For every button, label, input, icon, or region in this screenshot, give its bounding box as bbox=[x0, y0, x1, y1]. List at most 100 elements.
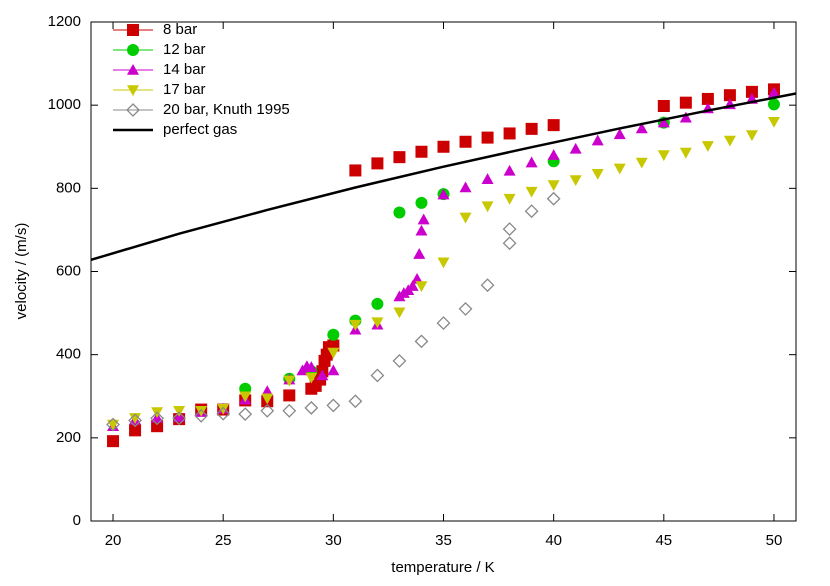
marker bbox=[107, 435, 120, 448]
marker bbox=[216, 406, 231, 421]
marker bbox=[239, 391, 252, 403]
marker bbox=[304, 400, 319, 415]
marker bbox=[172, 411, 187, 426]
marker bbox=[194, 408, 209, 423]
marker bbox=[327, 328, 340, 341]
marker bbox=[657, 150, 670, 162]
x-tick-label: 50 bbox=[766, 532, 783, 549]
marker bbox=[371, 317, 384, 329]
marker bbox=[591, 134, 604, 146]
marker bbox=[502, 222, 517, 237]
line bbox=[91, 92, 796, 262]
marker bbox=[480, 278, 495, 293]
marker bbox=[679, 111, 692, 123]
marker bbox=[129, 424, 142, 437]
marker bbox=[326, 398, 341, 413]
marker bbox=[657, 99, 670, 112]
marker bbox=[260, 403, 275, 418]
marker bbox=[745, 85, 758, 98]
marker bbox=[327, 347, 340, 359]
legend-label: 12 bar bbox=[163, 41, 206, 58]
y-tick-label: 600 bbox=[56, 262, 81, 279]
marker bbox=[282, 403, 297, 418]
marker bbox=[128, 413, 142, 428]
marker bbox=[217, 403, 230, 415]
marker bbox=[305, 361, 318, 372]
marker bbox=[679, 96, 692, 109]
marker bbox=[261, 393, 274, 405]
marker bbox=[525, 122, 538, 135]
y-tick-label: 0 bbox=[73, 512, 81, 529]
marker bbox=[106, 417, 120, 432]
x-tick-label: 30 bbox=[325, 532, 342, 549]
marker bbox=[151, 420, 164, 433]
marker bbox=[525, 186, 538, 198]
marker bbox=[503, 193, 516, 205]
marker bbox=[417, 213, 430, 225]
marker bbox=[481, 173, 494, 184]
y-tick-label: 800 bbox=[56, 179, 81, 196]
marker bbox=[261, 385, 274, 397]
marker bbox=[371, 157, 384, 170]
y-tick-label: 400 bbox=[56, 346, 81, 363]
marker bbox=[415, 281, 428, 293]
marker bbox=[547, 149, 560, 160]
marker bbox=[437, 140, 450, 153]
marker bbox=[316, 369, 329, 381]
marker bbox=[415, 196, 428, 209]
marker bbox=[723, 135, 736, 147]
marker bbox=[283, 389, 296, 402]
legend-marker bbox=[126, 103, 140, 117]
marker bbox=[393, 151, 406, 164]
marker bbox=[547, 119, 560, 132]
marker bbox=[415, 145, 428, 158]
marker bbox=[546, 191, 561, 206]
x-axis-label: temperature / K bbox=[391, 559, 494, 576]
marker bbox=[547, 180, 560, 192]
marker bbox=[503, 164, 516, 176]
marker bbox=[437, 257, 450, 269]
marker bbox=[524, 204, 539, 219]
marker bbox=[458, 302, 473, 316]
marker bbox=[459, 135, 472, 148]
legend-marker bbox=[127, 64, 139, 75]
marker bbox=[392, 353, 407, 368]
marker bbox=[195, 406, 208, 417]
marker bbox=[767, 98, 780, 111]
legend-marker bbox=[127, 24, 139, 36]
marker bbox=[371, 297, 384, 310]
y-tick-label: 200 bbox=[56, 429, 81, 446]
marker bbox=[635, 157, 648, 169]
marker bbox=[349, 319, 362, 331]
marker bbox=[415, 224, 428, 236]
marker bbox=[305, 372, 318, 384]
y-axis-label: velocity / (m/s) bbox=[13, 223, 30, 320]
marker bbox=[406, 280, 419, 291]
marker bbox=[701, 92, 714, 105]
x-tick-label: 45 bbox=[655, 532, 672, 549]
marker bbox=[723, 89, 736, 102]
marker bbox=[129, 413, 142, 424]
marker bbox=[591, 168, 604, 180]
marker bbox=[767, 86, 780, 98]
marker bbox=[414, 334, 429, 349]
x-tick-label: 20 bbox=[105, 532, 122, 549]
marker bbox=[657, 116, 670, 128]
marker bbox=[635, 122, 648, 134]
marker bbox=[481, 201, 494, 213]
y-tick-label: 1000 bbox=[48, 96, 81, 113]
marker bbox=[459, 181, 472, 193]
legend-label: 20 bar, Knuth 1995 bbox=[163, 101, 290, 118]
x-tick-label: 35 bbox=[435, 532, 452, 549]
marker bbox=[701, 141, 714, 152]
x-tick-label: 25 bbox=[215, 532, 232, 549]
legend-label: perfect gas bbox=[163, 121, 237, 138]
marker bbox=[327, 364, 340, 376]
marker bbox=[437, 188, 450, 200]
marker bbox=[283, 375, 296, 387]
marker bbox=[370, 368, 385, 383]
legend-marker bbox=[127, 85, 139, 96]
marker bbox=[613, 128, 626, 140]
marker bbox=[569, 175, 582, 187]
